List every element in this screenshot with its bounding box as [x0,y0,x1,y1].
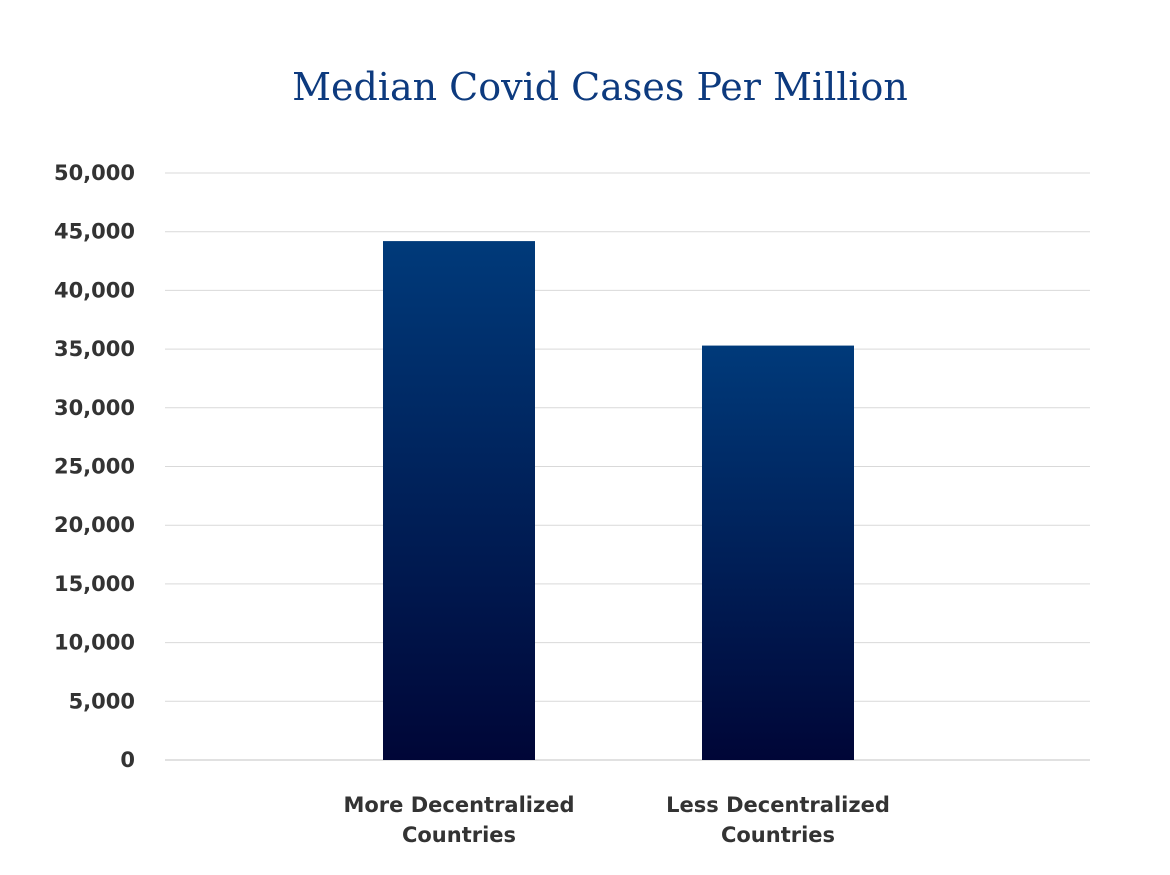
chart-title: Median Covid Cases Per Million [292,65,908,109]
y-tick-label: 40,000 [54,278,135,302]
y-tick-label: 20,000 [54,513,135,537]
y-tick-label: 45,000 [54,220,135,244]
y-tick-label: 30,000 [54,396,135,420]
bar [383,241,535,761]
bars [383,241,854,761]
y-tick-label: 0 [120,748,135,772]
y-tick-label: 5,000 [69,689,135,713]
y-tick-label: 50,000 [54,161,135,185]
bar [702,345,854,760]
x-category-label: Less Decentralized Countries [666,793,890,847]
y-tick-label: 35,000 [54,337,135,361]
x-axis-labels: More Decentralized Countries Less Decentra… [343,793,889,847]
y-tick-label: 25,000 [54,455,135,479]
gridlines [165,172,1090,761]
y-tick-label: 15,000 [54,572,135,596]
y-tick-label: 10,000 [54,631,135,655]
y-axis-ticks: 0 5,000 10,000 15,000 20,000 25,000 30,000 35,0… [54,161,135,772]
x-category-label: More Decentralized Countries [343,793,574,847]
